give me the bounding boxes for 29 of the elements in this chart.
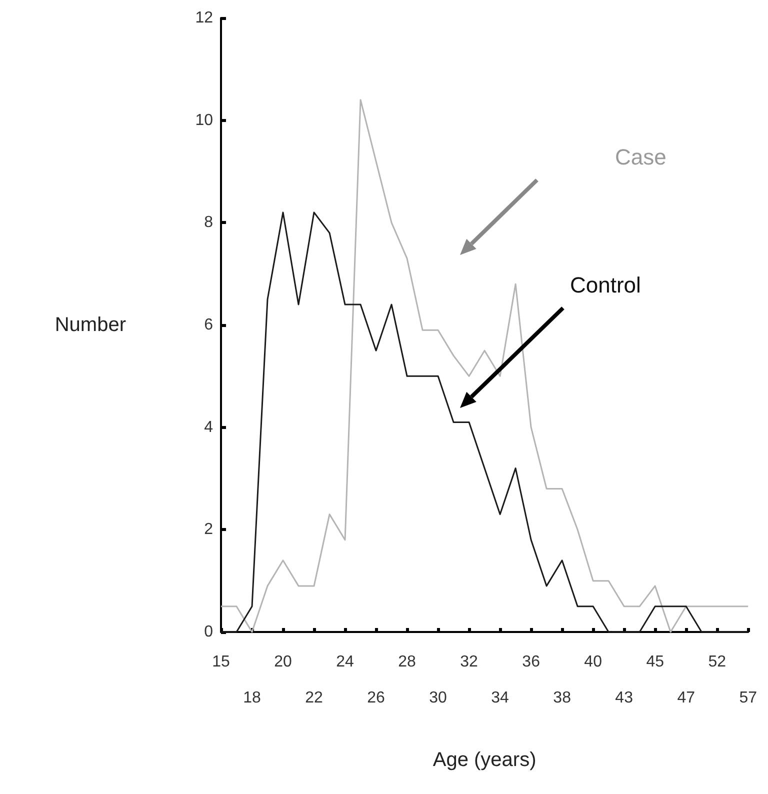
y-tick-label: 2 <box>204 521 214 538</box>
x-tick-label: 32 <box>460 654 478 670</box>
x-tick-label: 52 <box>708 654 726 670</box>
y-tick-label: 12 <box>195 10 214 26</box>
text: Case <box>615 144 666 170</box>
x-tick-label: 38 <box>553 690 572 706</box>
y-tick-label: 6 <box>204 316 214 334</box>
x-tick-label: 34 <box>491 690 510 706</box>
x-tick-label: 30 <box>429 690 448 706</box>
x-tick-label: 15 <box>212 654 230 670</box>
x-tick-label: 18 <box>243 690 262 706</box>
y-tick-label: 4 <box>204 418 214 436</box>
x-tick-label: 47 <box>677 690 696 706</box>
y-tick-label: 10 <box>195 112 214 129</box>
x-tick-label: 36 <box>522 654 540 670</box>
x-tick-label: 40 <box>584 654 602 670</box>
x-tick-label: 28 <box>398 654 416 670</box>
x-tick-label: 43 <box>615 690 634 706</box>
x-tick-label: 45 <box>646 654 664 670</box>
x-tick-label: 22 <box>305 690 324 706</box>
x-tick-label: 26 <box>367 690 386 706</box>
y-tick-label: 8 <box>204 214 214 232</box>
x-axis-title: Age (years) <box>432 749 536 771</box>
x-tick-label: 24 <box>336 654 354 670</box>
x-tick-label: 57 <box>739 690 758 706</box>
text: Control <box>570 272 641 298</box>
y-axis-title: Number <box>54 314 126 336</box>
x-tick-label: 20 <box>274 654 292 670</box>
y-tick-label: 0 <box>204 624 214 640</box>
